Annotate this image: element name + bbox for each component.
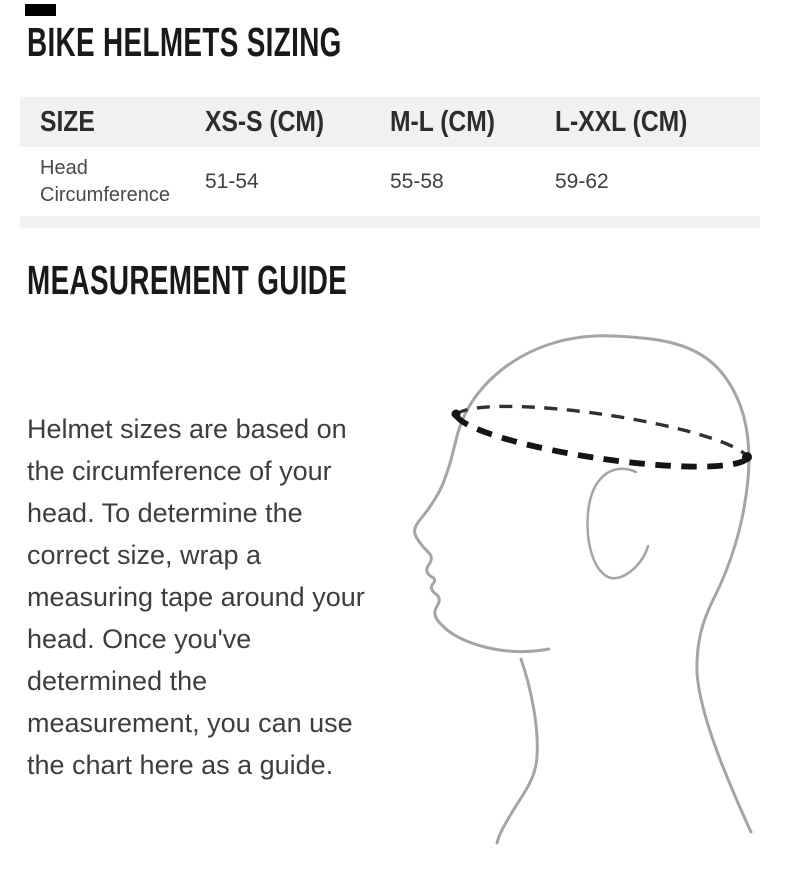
table-header-size: SIZE — [40, 105, 95, 138]
black-mark — [25, 4, 56, 16]
guide-text-line: head. Once you've — [27, 624, 252, 654]
table-row: Head Circumference 51-54 55-58 59-62 — [20, 147, 760, 216]
head-outline-path — [413, 334, 753, 834]
table-row-label: Head Circumference — [40, 156, 171, 206]
table-bottom-strip — [20, 216, 760, 228]
guide-text-line: correct size, wrap a — [27, 540, 262, 570]
measuring-tape-end-right — [742, 452, 752, 462]
table-cell-l-xxl: 59-62 — [555, 169, 609, 193]
table-header-l-xxl: L-XXL (CM) — [555, 105, 688, 138]
table-cell-xs-s: 51-54 — [205, 169, 259, 193]
ear-icon — [586, 467, 650, 580]
guide-text-line: measuring tape around your — [27, 582, 365, 612]
guide-text-line: measurement, you can use — [27, 708, 353, 738]
guide-text-line: head. To determine the — [27, 498, 303, 528]
guide-text-line: the chart here as a guide. — [27, 750, 334, 780]
guide-text-line: determined the — [27, 666, 208, 696]
measuring-tape-back-dashes — [454, 404, 750, 459]
sizing-table: SIZE XS-S (CM) M-L (CM) L-XXL (CM) Head … — [20, 97, 760, 228]
sizing-table-header-row: SIZE XS-S (CM) M-L (CM) L-XXL (CM) — [20, 97, 760, 147]
measurement-guide-text: Helmet sizes are based on the circumfere… — [27, 408, 399, 786]
measuring-tape-front-dashes — [453, 413, 751, 470]
measuring-tape-end-left — [451, 409, 461, 419]
head-profile-illustration — [413, 334, 753, 845]
table-header-xs-s: XS-S (CM) — [205, 105, 325, 138]
guide-text-line: the circumference of your — [27, 456, 332, 486]
neck-front-path — [495, 657, 539, 845]
table-cell-m-l: 55-58 — [390, 169, 444, 193]
page-title: BIKE HELMETS SIZING — [27, 19, 342, 65]
guide-text-line: Helmet sizes are based on — [27, 414, 347, 444]
measurement-guide-title: MEASUREMENT GUIDE — [27, 257, 348, 303]
table-header-m-l: M-L (CM) — [390, 105, 495, 138]
